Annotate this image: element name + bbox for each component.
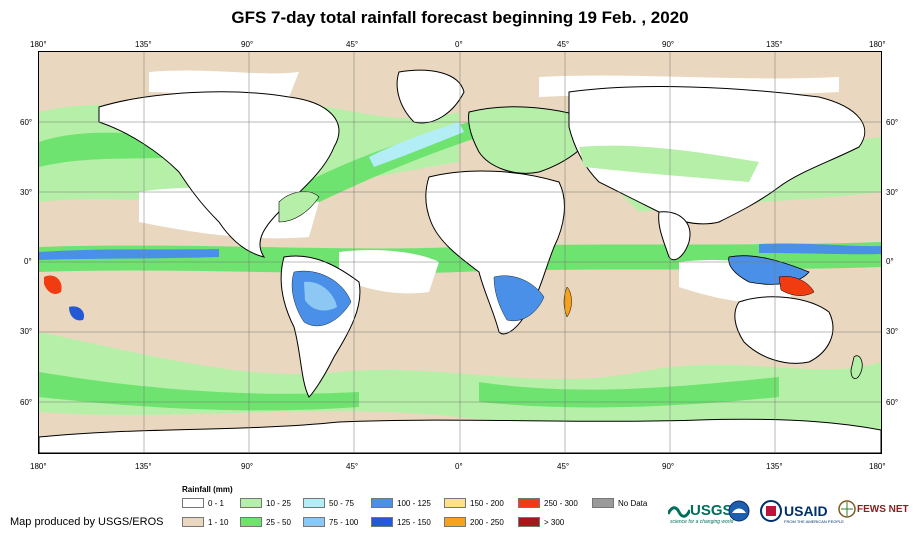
lat-label-left: 60°	[20, 118, 33, 127]
lon-label-bottom: 0°	[455, 462, 463, 471]
lat-label-left: 30°	[20, 327, 33, 336]
legend-title: Rainfall (mm)	[182, 485, 233, 494]
legend-label: 0 - 1	[208, 498, 225, 508]
usgs-wave-icon	[668, 505, 690, 518]
noaa-logo	[728, 500, 750, 522]
lat-label-left: 0°	[24, 257, 32, 266]
lon-label-bottom: 180°	[869, 462, 886, 471]
legend-item: 75 - 100	[303, 517, 358, 527]
legend-label: 75 - 100	[329, 517, 359, 527]
legend-label: 1 - 10	[208, 517, 229, 527]
legend-label: 250 - 300	[544, 498, 578, 508]
legend-label: 125 - 150	[397, 517, 431, 527]
lon-label-bottom: 90°	[662, 462, 675, 471]
legend-item: 50 - 75	[303, 498, 354, 508]
legend-swatch	[371, 517, 393, 527]
legend-item: > 300	[518, 517, 564, 527]
lat-label-right: 60°	[886, 398, 899, 407]
fews-globe-icon	[838, 500, 856, 518]
usgs-tagline: science for a changing world	[670, 519, 734, 525]
lon-label-top: 90°	[662, 40, 675, 49]
lat-label-right: 30°	[886, 188, 899, 197]
lat-label-left: 30°	[20, 188, 33, 197]
lon-label-bottom: 45°	[557, 462, 570, 471]
legend-swatch	[182, 517, 204, 527]
lat-label-left: 60°	[20, 398, 33, 407]
legend-swatch	[240, 517, 262, 527]
lon-label-top: 45°	[557, 40, 570, 49]
legend-swatch	[592, 498, 614, 508]
lon-label-top: 90°	[241, 40, 254, 49]
legend-swatch	[240, 498, 262, 508]
usaid-seal-icon	[760, 500, 782, 522]
lon-label-top: 45°	[346, 40, 359, 49]
legend-label: > 300	[544, 517, 565, 527]
legend-item: 100 - 125	[371, 498, 431, 508]
legend-label: 200 - 250	[470, 517, 504, 527]
rainfall-map-graphic	[39, 52, 881, 453]
legend-swatch	[518, 498, 540, 508]
legend-item: 125 - 150	[371, 517, 431, 527]
lon-label-top: 135°	[135, 40, 152, 49]
lon-label-top: 0°	[455, 40, 463, 49]
credit-text: Map produced by USGS/EROS	[10, 516, 164, 528]
legend-item: 150 - 200	[444, 498, 504, 508]
legend-label: 25 - 50	[266, 517, 291, 527]
legend-label: 10 - 25	[266, 498, 291, 508]
lat-label-right: 0°	[886, 257, 894, 266]
legend-swatch	[303, 517, 325, 527]
map-title: GFS 7-day total rainfall forecast beginn…	[231, 8, 689, 27]
legend-swatch	[518, 517, 540, 527]
legend-item: 25 - 50	[240, 517, 291, 527]
legend-item: 0 - 1	[182, 498, 224, 508]
legend-label: 100 - 125	[397, 498, 431, 508]
lon-label-bottom: 45°	[346, 462, 359, 471]
legend-item: 200 - 250	[444, 517, 504, 527]
usaid-wordmark: USAID	[784, 503, 828, 519]
legend-swatch	[303, 498, 325, 508]
lon-label-top: 135°	[766, 40, 783, 49]
usgs-wordmark: USGS	[690, 502, 733, 519]
legend-label: 50 - 75	[329, 498, 354, 508]
legend-swatch	[182, 498, 204, 508]
lon-label-top: 180°	[30, 40, 47, 49]
legend-label: No Data	[618, 498, 648, 508]
lon-label-bottom: 90°	[241, 462, 254, 471]
fews-net-logo: FEWS NET	[838, 500, 909, 518]
legend-label: 150 - 200	[470, 498, 504, 508]
usaid-tagline: FROM THE AMERICAN PEOPLE	[784, 519, 844, 524]
usaid-logo: USAID	[760, 500, 828, 522]
lon-label-top: 180°	[869, 40, 886, 49]
noaa-seal-icon	[728, 500, 750, 522]
legend-item: 1 - 10	[182, 517, 228, 527]
lat-label-right: 30°	[886, 327, 899, 336]
legend-swatch	[444, 498, 466, 508]
lon-label-bottom: 135°	[766, 462, 783, 471]
fews-wordmark: FEWS NET	[857, 503, 909, 515]
rainfall-map	[38, 51, 882, 454]
legend-swatch	[371, 498, 393, 508]
legend-item: No Data	[592, 498, 647, 508]
legend-item: 250 - 300	[518, 498, 578, 508]
legend-swatch	[444, 517, 466, 527]
lat-label-right: 60°	[886, 118, 899, 127]
legend-item: 10 - 25	[240, 498, 291, 508]
lon-label-bottom: 135°	[135, 462, 152, 471]
usgs-logo: USGS	[668, 502, 733, 519]
lon-label-bottom: 180°	[30, 462, 47, 471]
